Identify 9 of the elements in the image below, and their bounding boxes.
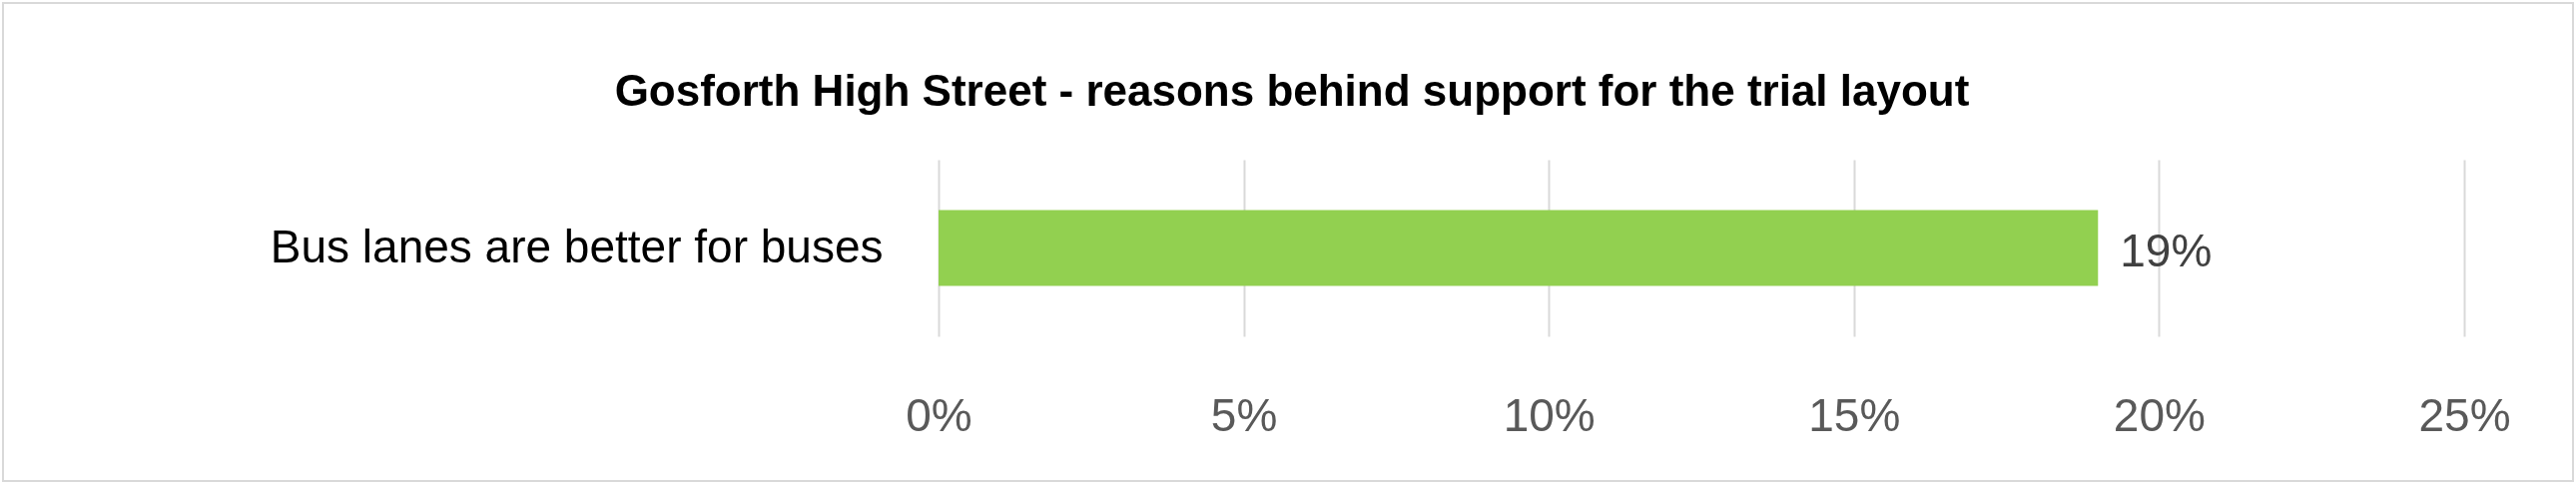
y-tick-label: Bus lanes are better for buses <box>270 220 884 272</box>
x-tick-label: 20% <box>2113 388 2206 441</box>
x-tick-label: 25% <box>2418 388 2511 441</box>
x-tick-label: 10% <box>1503 388 1596 441</box>
x-tick-label: 5% <box>1210 388 1278 441</box>
chart-title: Gosforth High Street - reasons behind support for the trial layout <box>614 66 1970 115</box>
x-tick-label: 0% <box>906 388 972 441</box>
text: 19% <box>2120 224 2213 276</box>
x-tick-label: 15% <box>1808 388 1901 441</box>
